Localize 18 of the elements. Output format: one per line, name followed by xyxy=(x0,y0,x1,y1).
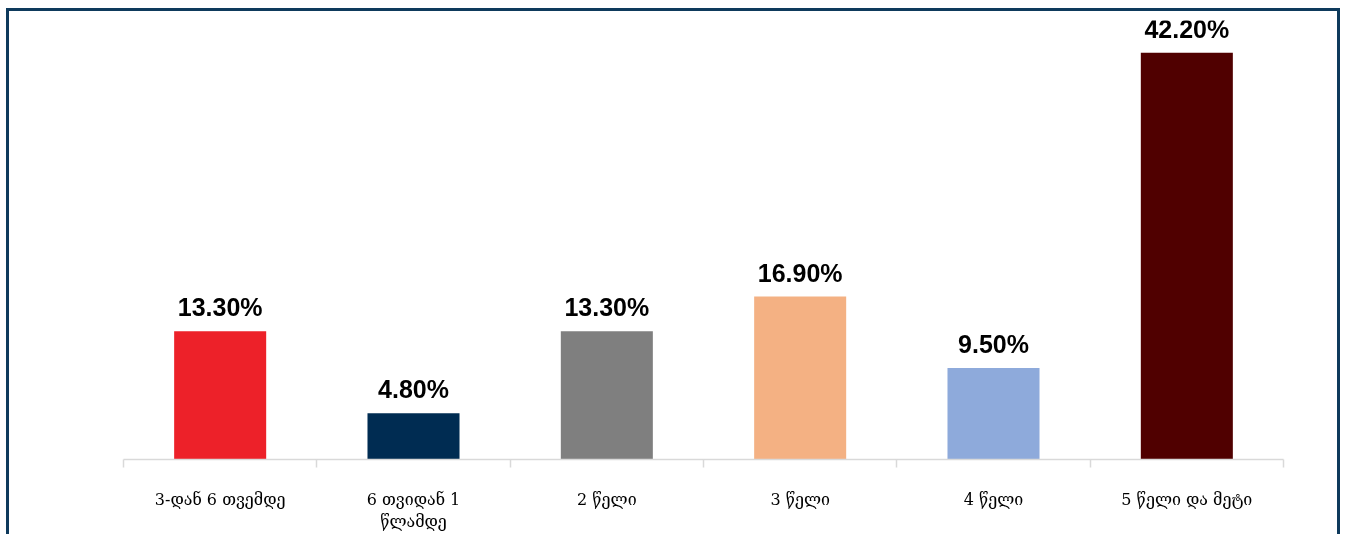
data-label: 9.50% xyxy=(958,329,1029,358)
data-label: 16.90% xyxy=(757,258,843,287)
data-label: 42.20% xyxy=(1144,14,1230,43)
bar xyxy=(560,331,653,460)
x-tick-label: 2 წელი xyxy=(577,489,637,509)
x-tick-label: 5 წელი და მეტი xyxy=(1121,489,1253,509)
bar xyxy=(1140,52,1233,460)
data-label: 13.30% xyxy=(564,293,650,322)
bar xyxy=(174,331,267,460)
data-label: 4.80% xyxy=(378,375,449,404)
x-tick-label: 3-დან 6 თვემდე xyxy=(154,489,286,509)
bar xyxy=(367,413,460,460)
data-label: 13.30% xyxy=(177,293,263,322)
x-tick-label: 4 წელი xyxy=(963,489,1024,509)
x-tick-label: 6 თვიდან 1 წლამდე xyxy=(366,489,461,532)
bar xyxy=(947,367,1040,460)
x-tick-label: 3 წელი xyxy=(770,489,830,509)
bar xyxy=(754,296,847,460)
